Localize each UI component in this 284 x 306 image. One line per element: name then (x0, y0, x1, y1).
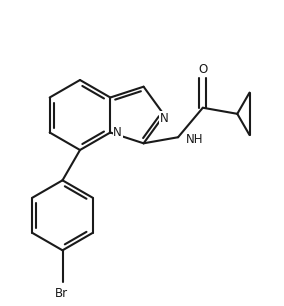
Text: N: N (113, 126, 122, 139)
Text: Br: Br (55, 287, 68, 300)
Text: NH: NH (186, 133, 204, 146)
Text: O: O (198, 64, 207, 76)
Text: N: N (160, 111, 168, 125)
